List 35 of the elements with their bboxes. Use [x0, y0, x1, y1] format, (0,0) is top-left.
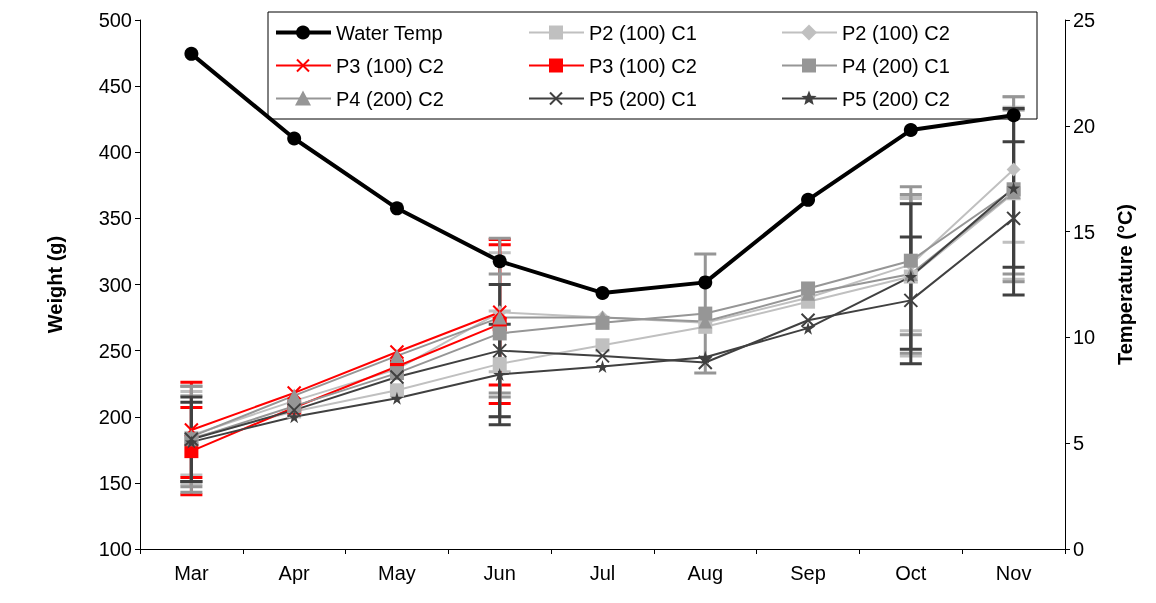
x-tick-label: Apr: [278, 562, 311, 584]
y-tick-label: 250: [98, 339, 132, 362]
y-tick-label: 200: [98, 405, 132, 428]
y2-tick-label: 15: [1073, 220, 1096, 243]
x-tick-label: Oct: [895, 562, 927, 584]
y2-axis-title: Temperature (°C): [1114, 204, 1136, 365]
y-tick-label: 350: [98, 207, 132, 230]
x-tick-label: May: [378, 562, 416, 584]
legend-label: Water Temp: [336, 21, 443, 44]
legend-label: P3 (100) C2: [589, 54, 697, 77]
y-tick-label: 150: [98, 471, 132, 494]
legend-label: P4 (200) C2: [336, 87, 444, 110]
x-tick-label: Nov: [995, 562, 1032, 584]
legend-label: P2 (100) C1: [589, 21, 697, 44]
x-tick-label: Mar: [174, 562, 209, 584]
y-tick-label: 300: [98, 273, 132, 296]
y-tick-label: 500: [98, 9, 132, 31]
y2-tick-label: 25: [1073, 9, 1096, 31]
x-tick-label: Sep: [790, 562, 826, 584]
x-tick-label: Aug: [687, 562, 724, 584]
legend-label: P4 (200) C1: [842, 54, 950, 77]
legend-label: P3 (100) C2: [336, 54, 444, 77]
y2-tick-label: 5: [1073, 432, 1085, 455]
y-tick-label: 100: [98, 538, 132, 560]
legend-label: P5 (200) C1: [589, 87, 697, 110]
legend-label: P2 (100) C2: [842, 21, 950, 44]
y-tick-label: 450: [98, 75, 132, 98]
x-tick-label: Jul: [589, 562, 616, 584]
y-axis-title: Weight (g): [44, 235, 66, 334]
x-tick-label: Jun: [483, 562, 516, 584]
y-tick-label: 400: [98, 141, 132, 164]
legend-label: P5 (200) C2: [842, 87, 950, 110]
y2-tick-label: 20: [1073, 114, 1096, 137]
y2-tick-label: 10: [1073, 326, 1096, 349]
y2-tick-label: 0: [1073, 538, 1085, 560]
